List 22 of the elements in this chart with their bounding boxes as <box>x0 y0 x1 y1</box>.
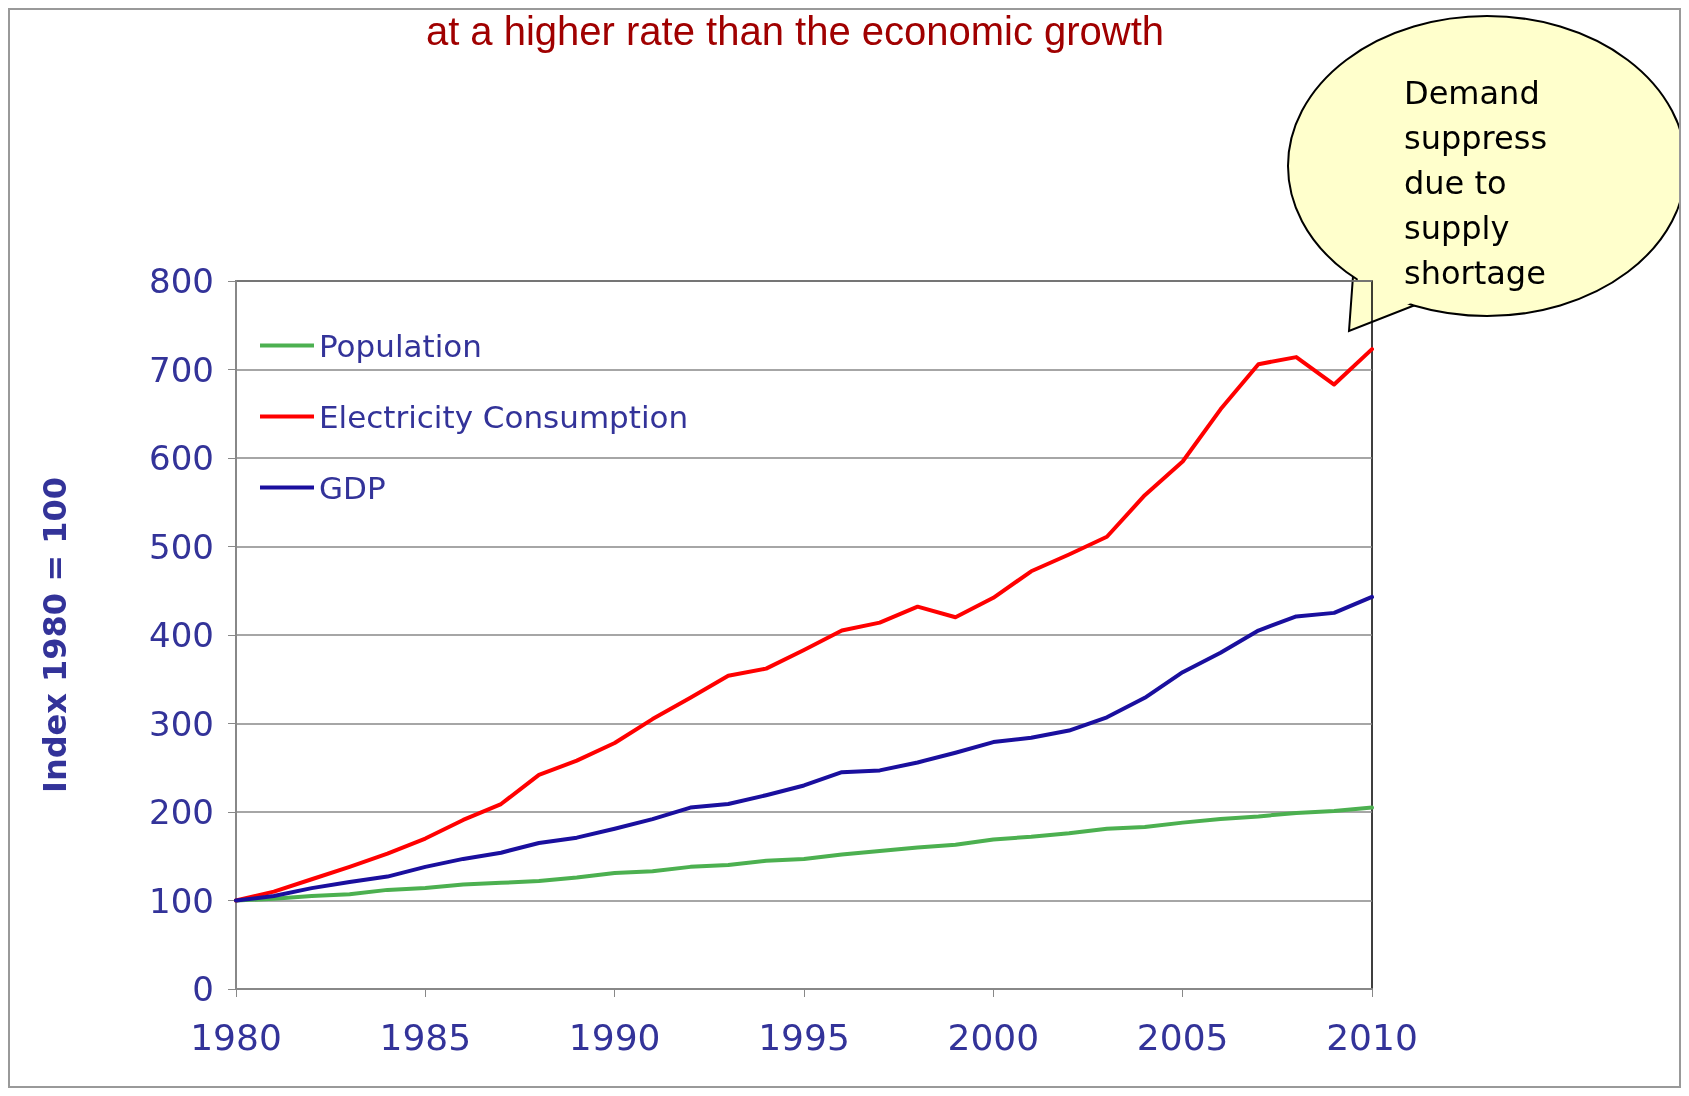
chart-title: at a higher rate than the economic growth <box>425 9 1165 53</box>
y-tick-label: 200 <box>149 792 214 832</box>
x-tick-label: 1985 <box>379 1016 472 1058</box>
legend-label: Population <box>319 327 482 364</box>
y-tick-label: 700 <box>149 349 214 390</box>
y-axis-title: Index 1980 = 100 <box>36 476 74 794</box>
y-tick-label: 600 <box>149 438 214 478</box>
x-tick-label: 1980 <box>190 1016 282 1058</box>
y-tick-label: 0 <box>192 969 214 1009</box>
x-tick-label: 2010 <box>1326 1016 1418 1058</box>
x-tick-label: 2005 <box>1136 1016 1229 1058</box>
text: Demand suppress due to supply shortage <box>1404 73 1558 292</box>
x-tick-label: 2000 <box>947 1016 1040 1058</box>
x-tick-label: 1990 <box>568 1016 661 1058</box>
y-tick-label: 800 <box>149 261 214 301</box>
y-tick-label: 400 <box>149 615 214 655</box>
legend-label: Electricity Consumption <box>319 398 689 435</box>
y-tick-label: 100 <box>149 880 214 921</box>
y-tick-label: 300 <box>149 703 214 744</box>
y-tick-label: 500 <box>149 526 214 567</box>
x-tick-label: 1995 <box>758 1016 850 1058</box>
legend-label: GDP <box>319 469 386 506</box>
